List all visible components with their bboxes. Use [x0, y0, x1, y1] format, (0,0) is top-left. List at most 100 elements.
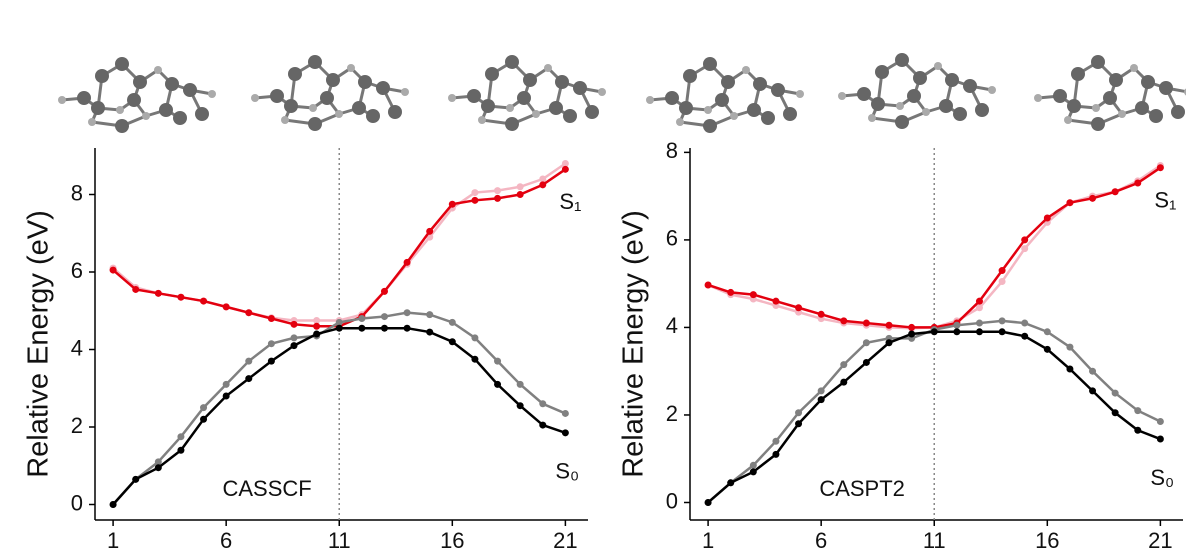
atom	[58, 96, 66, 104]
atom	[771, 83, 785, 97]
atom	[335, 110, 343, 118]
atom	[505, 55, 519, 69]
data-point	[795, 420, 802, 427]
atom	[665, 91, 679, 105]
y-tick-label: 0	[666, 488, 678, 513]
atom	[953, 107, 967, 121]
data-point	[976, 320, 983, 327]
data-point	[155, 290, 162, 297]
data-point	[494, 187, 501, 194]
atom	[284, 99, 298, 113]
atom	[1092, 104, 1100, 112]
data-point	[291, 321, 298, 328]
data-point	[539, 181, 546, 188]
data-point	[449, 319, 456, 326]
data-point	[999, 278, 1006, 285]
atom	[934, 62, 942, 70]
data-point	[931, 328, 938, 335]
atom	[270, 89, 284, 103]
atom	[922, 108, 930, 116]
data-point	[1157, 418, 1164, 425]
y-tick-label: 2	[71, 413, 83, 438]
data-point	[818, 311, 825, 318]
data-point	[976, 328, 983, 335]
atom	[183, 83, 197, 97]
figure: 0246816111621Relative Energy (eV)CASSCFS…	[0, 0, 1186, 554]
atom	[857, 87, 871, 101]
atom	[91, 101, 105, 115]
y-tick-label: 4	[666, 313, 678, 338]
atom	[309, 104, 317, 112]
data-point	[818, 396, 825, 403]
data-point	[539, 400, 546, 407]
data-point	[336, 325, 343, 332]
data-point	[313, 331, 320, 338]
atom	[1053, 89, 1067, 103]
data-point	[1112, 409, 1119, 416]
data-point	[863, 339, 870, 346]
atom	[1034, 94, 1042, 102]
data-point	[517, 402, 524, 409]
data-point	[772, 438, 779, 445]
atom	[715, 93, 729, 107]
series-annotation: S₁	[1154, 188, 1176, 213]
data-point	[1044, 215, 1051, 222]
atom	[388, 105, 402, 119]
atom	[281, 116, 289, 124]
atom	[838, 92, 846, 100]
data-point	[999, 328, 1006, 335]
data-point	[976, 304, 983, 311]
data-point	[200, 298, 207, 305]
data-point	[562, 410, 569, 417]
data-point	[426, 329, 433, 336]
data-point	[1112, 390, 1119, 397]
atom	[88, 118, 96, 126]
atom	[549, 101, 563, 115]
molecule	[838, 53, 996, 129]
molecule	[448, 55, 606, 131]
atom	[747, 103, 761, 117]
data-point	[840, 379, 847, 386]
atom	[1118, 110, 1126, 118]
data-point	[245, 358, 252, 365]
atom	[563, 109, 577, 123]
data-point	[1021, 236, 1028, 243]
data-point	[268, 358, 275, 365]
atom	[783, 107, 797, 121]
y-tick-label: 4	[71, 335, 83, 360]
atom	[1091, 117, 1105, 131]
atom	[358, 75, 372, 89]
atom	[544, 64, 552, 72]
atom	[1171, 105, 1185, 119]
data-point	[381, 325, 388, 332]
atom	[730, 112, 738, 120]
data-point	[471, 334, 478, 341]
x-tick-label: 11	[328, 528, 351, 553]
data-point	[494, 381, 501, 388]
data-point	[358, 315, 365, 322]
atom	[366, 109, 380, 123]
atom	[288, 67, 302, 81]
method-label: CASSCF	[222, 476, 311, 501]
data-point	[976, 298, 983, 305]
atom	[761, 111, 775, 125]
atom	[165, 77, 179, 91]
data-point	[177, 447, 184, 454]
y-tick-label: 2	[666, 401, 678, 426]
atom	[683, 69, 697, 83]
data-point	[727, 289, 734, 296]
data-point	[449, 338, 456, 345]
x-tick-label: 11	[923, 528, 946, 553]
page: {"chart_data": [ {"type": "line", "ylabe…	[0, 0, 1186, 554]
data-point	[426, 228, 433, 235]
data-point	[750, 291, 757, 298]
data-point	[404, 325, 411, 332]
data-point	[1157, 164, 1164, 171]
atom	[467, 89, 481, 103]
atom	[676, 118, 684, 126]
atom	[115, 57, 129, 71]
atom	[208, 90, 216, 98]
atom	[975, 103, 989, 117]
data-point	[517, 183, 524, 190]
data-point	[1134, 427, 1141, 434]
